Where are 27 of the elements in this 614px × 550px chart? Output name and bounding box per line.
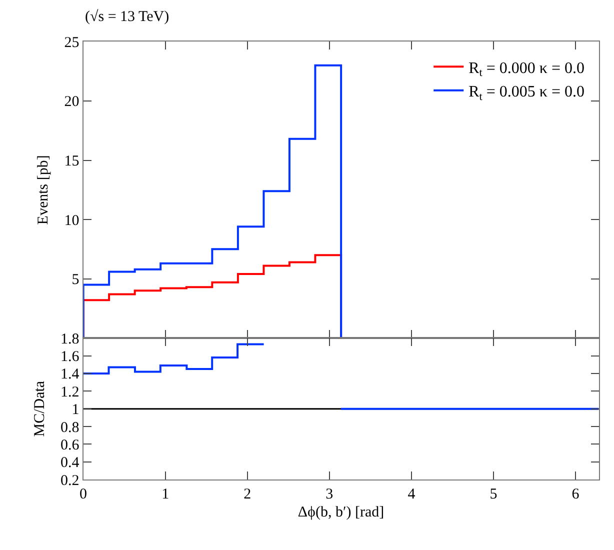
x-tick-label: 3 [326, 486, 334, 503]
y-tick-label: 1.4 [60, 366, 80, 383]
y-tick-label: 25 [64, 34, 80, 51]
y-tick-label: 20 [64, 94, 80, 110]
y-tick-label: 5 [72, 272, 80, 288]
x-axis-title: Δϕ(b, b′) [rad] [298, 504, 384, 521]
legend-label: R$_{t}$ = 0.005 κ = 0.0 [468, 84, 584, 104]
y-tick-label: 1 [72, 402, 80, 418]
y-tick-label: 0.6 [60, 437, 80, 454]
y-tick-label: 1.2 [60, 384, 80, 400]
y-tick-label: 1.6 [60, 349, 80, 366]
y-tick-label: 10 [64, 212, 80, 229]
x-tick-label: 2 [244, 486, 252, 503]
y-axis-title: MC/Data [32, 380, 48, 437]
legend-label: R$_{t}$ = 0.000 κ = 0.0 [468, 60, 584, 80]
y-tick-label: 0.2 [60, 472, 80, 489]
y-tick-label: 1.8 [60, 331, 80, 348]
chart-title: (√s = 13 TeV) [85, 9, 170, 25]
x-tick-label: 6 [572, 486, 580, 503]
x-tick-label: 5 [490, 486, 498, 503]
y-tick-label: 15 [64, 154, 80, 170]
x-tick-label: 1 [162, 486, 170, 503]
y-tick-label: 0.4 [60, 455, 80, 472]
x-tick-label: 4 [408, 486, 416, 503]
x-tick-label: 0 [80, 486, 88, 503]
y-tick-label: 0.8 [60, 420, 80, 436]
y-axis-title: Events [pb] [36, 155, 52, 225]
